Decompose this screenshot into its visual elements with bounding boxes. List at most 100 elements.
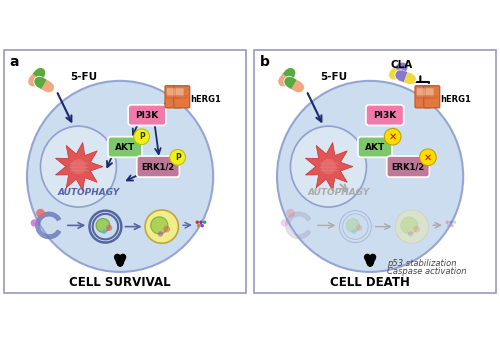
Text: AUTOPHAGY: AUTOPHAGY [307,188,370,197]
FancyBboxPatch shape [174,86,190,108]
Text: ERK1/2: ERK1/2 [142,162,174,171]
FancyBboxPatch shape [417,88,425,96]
FancyBboxPatch shape [424,86,440,108]
Text: AUTOPHAGY: AUTOPHAGY [57,188,120,197]
Ellipse shape [27,81,213,272]
Polygon shape [29,74,41,85]
Circle shape [356,225,362,231]
FancyBboxPatch shape [4,50,246,293]
Circle shape [134,129,150,144]
Polygon shape [395,62,408,75]
Polygon shape [395,63,406,75]
Circle shape [453,221,456,224]
Polygon shape [34,76,47,89]
FancyBboxPatch shape [166,95,180,99]
Circle shape [71,159,86,174]
Text: Caspase activation: Caspase activation [387,267,467,276]
FancyBboxPatch shape [175,95,188,99]
Polygon shape [286,77,297,89]
Circle shape [446,221,449,224]
FancyBboxPatch shape [137,156,180,177]
Circle shape [197,224,200,227]
Circle shape [395,210,428,243]
Ellipse shape [277,81,463,272]
Polygon shape [42,80,54,93]
Polygon shape [404,72,413,84]
Text: b: b [260,55,270,69]
Circle shape [163,226,170,233]
FancyBboxPatch shape [165,86,181,108]
Circle shape [384,128,401,145]
Ellipse shape [40,126,117,207]
Polygon shape [28,74,41,87]
Circle shape [280,219,288,227]
Polygon shape [32,69,44,81]
Text: CELL SURVIVAL: CELL SURVIVAL [70,276,171,289]
Polygon shape [282,69,294,81]
Ellipse shape [290,126,366,207]
Text: CLA: CLA [391,60,413,70]
Polygon shape [292,80,304,93]
FancyBboxPatch shape [366,105,404,126]
FancyBboxPatch shape [254,50,496,293]
Polygon shape [306,142,353,191]
Circle shape [447,224,450,227]
Text: 5-FU: 5-FU [70,72,97,82]
Polygon shape [284,76,297,89]
Polygon shape [279,74,291,85]
FancyBboxPatch shape [387,156,430,177]
FancyBboxPatch shape [358,137,392,157]
Circle shape [102,229,106,234]
Circle shape [408,231,413,237]
Circle shape [106,225,112,231]
Text: 5-FU: 5-FU [320,72,347,82]
FancyBboxPatch shape [128,105,166,126]
FancyBboxPatch shape [176,88,184,96]
Polygon shape [404,72,416,84]
Circle shape [346,218,360,232]
Circle shape [352,229,356,234]
Text: ✕: ✕ [424,152,432,162]
Polygon shape [282,68,296,81]
Circle shape [286,209,295,217]
Circle shape [413,226,420,233]
Circle shape [170,150,186,165]
Circle shape [96,218,110,232]
Circle shape [36,209,45,217]
Polygon shape [56,142,103,191]
Circle shape [321,159,336,174]
FancyBboxPatch shape [167,88,175,96]
Circle shape [449,221,452,224]
Circle shape [30,219,38,227]
FancyBboxPatch shape [416,95,430,99]
Circle shape [200,224,204,227]
Text: P: P [175,153,180,162]
FancyBboxPatch shape [108,137,142,157]
Circle shape [199,221,202,224]
Polygon shape [42,80,51,92]
Circle shape [145,210,178,243]
Polygon shape [390,67,402,79]
Polygon shape [395,70,407,82]
Polygon shape [36,212,61,239]
Circle shape [150,217,168,234]
Circle shape [420,149,436,166]
Text: hERG1: hERG1 [440,95,471,104]
Circle shape [400,217,418,234]
Text: ERK1/2: ERK1/2 [392,162,424,171]
Text: PI3K: PI3K [136,111,158,120]
Polygon shape [278,74,291,87]
Polygon shape [292,80,302,92]
Text: ✕: ✕ [388,132,396,142]
Text: a: a [10,55,20,69]
Polygon shape [398,70,407,82]
FancyBboxPatch shape [426,88,434,96]
Text: CELL DEATH: CELL DEATH [330,276,410,289]
Circle shape [203,221,206,224]
FancyBboxPatch shape [415,86,431,108]
Text: AKT: AKT [365,142,385,152]
Text: p53 stabilization: p53 stabilization [387,259,457,268]
Polygon shape [32,68,46,81]
Text: hERG1: hERG1 [190,95,221,104]
Polygon shape [388,67,402,80]
